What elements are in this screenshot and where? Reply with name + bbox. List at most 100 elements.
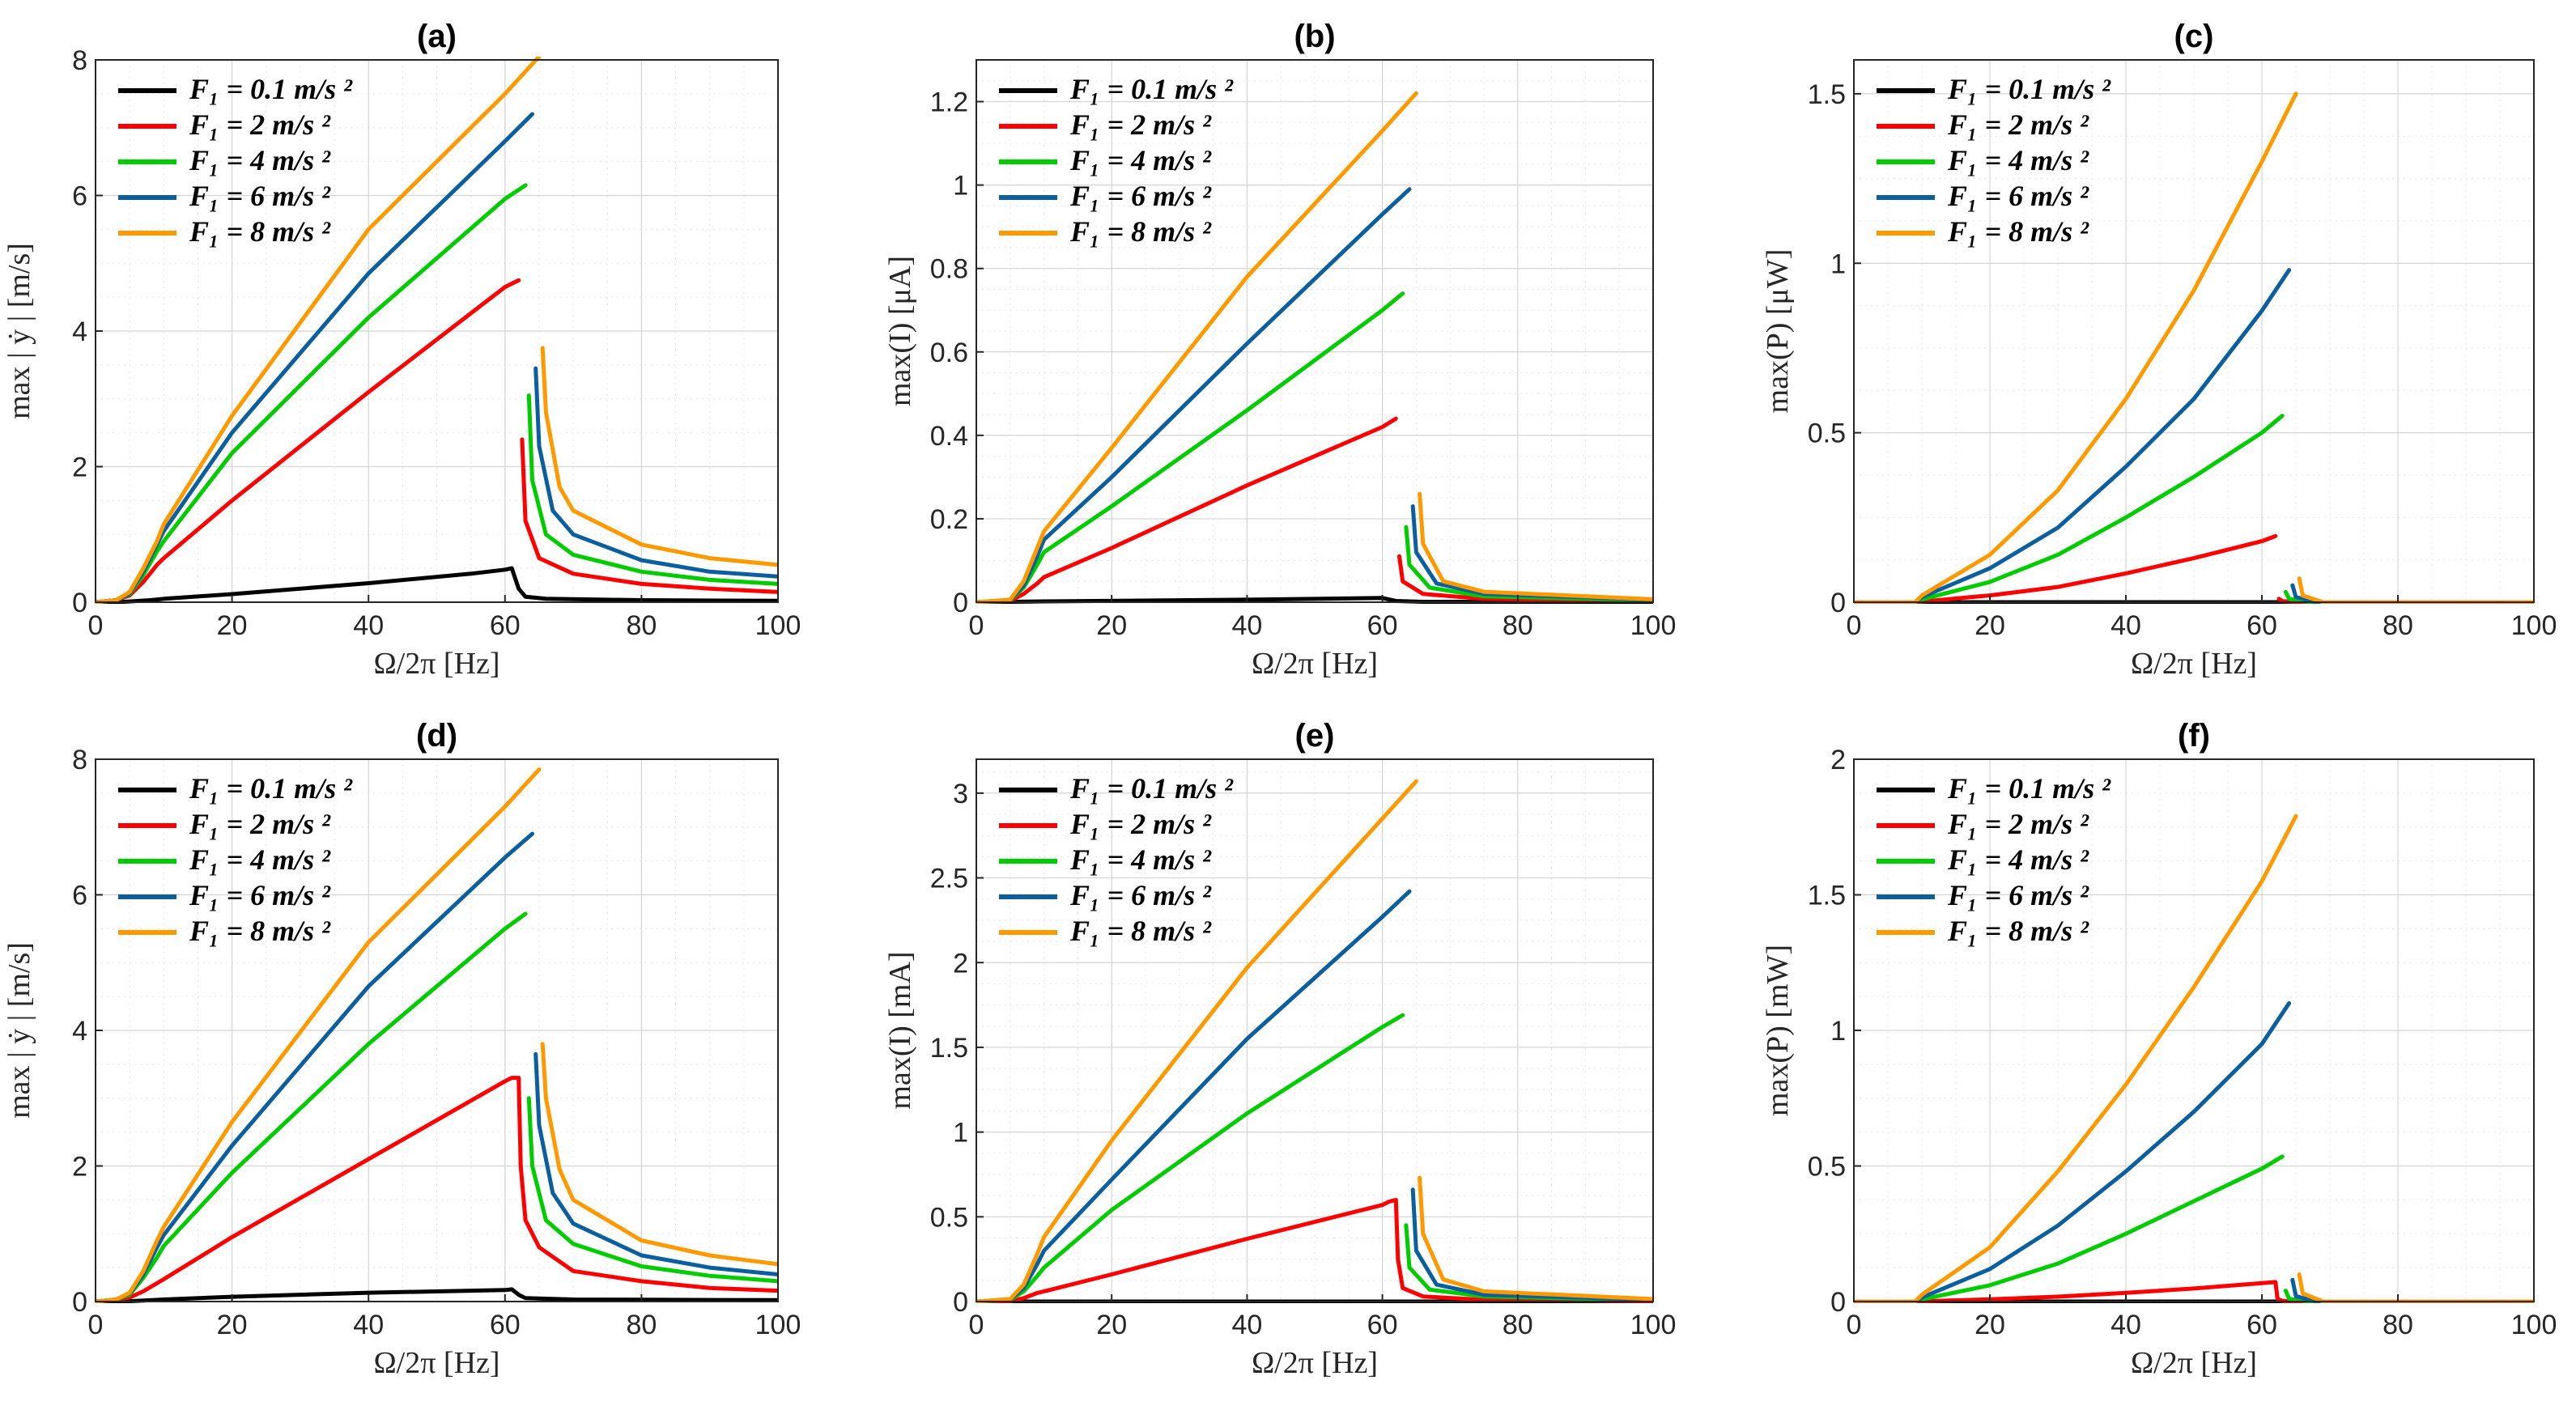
plot-area-c (1854, 60, 2534, 602)
chart-panel-b: 0 20 40 60 80 100 0 0.2 0.4 0.6 0.8 1 1.2 (b) Ω/2π [Hz… (883, 19, 1676, 681)
x-tick-label: 60 (1367, 610, 1398, 641)
legend-f: F₁ = 0.1 m/s ²F₁ = 2 m/s ²F₁ = 4 m/s ²F₁… (1877, 772, 2111, 947)
y-tick-label: 1 (1830, 248, 1846, 279)
series-line-b-4-1 (1418, 491, 1653, 601)
y-tick-label: 4 (72, 1016, 87, 1047)
x-tick-label: 100 (1630, 1310, 1677, 1340)
legend-entry: F₁ = 2 m/s ² (189, 808, 331, 840)
series-line-e-4-1 (1418, 1175, 1653, 1302)
y-tick-label: 8 (72, 745, 87, 775)
legend-entry: F₁ = 4 m/s ² (1947, 144, 2089, 176)
series-line-d-1-0 (96, 1076, 778, 1303)
x-axis-label-c: Ω/2π [Hz] (2131, 647, 2257, 681)
x-tick-label: 80 (626, 610, 657, 641)
y-tick-label: 1 (953, 1118, 968, 1149)
x-tick-label: 20 (217, 610, 248, 641)
legend-a: F₁ = 0.1 m/s ²F₁ = 2 m/s ²F₁ = 4 m/s ² F₁… (118, 73, 353, 248)
series-line-a-4-0 (96, 57, 542, 604)
x-axis-label-b: Ω/2π [Hz] (1252, 647, 1378, 681)
series-line-e-3-1 (1410, 1187, 1653, 1302)
series-line-d-3-1 (533, 1051, 778, 1276)
x-tick-label: 0 (1847, 1310, 1862, 1340)
x-tick-label: 80 (2383, 1310, 2413, 1340)
y-tick-label: 1.2 (930, 87, 968, 118)
y-tick-label: 2 (1830, 745, 1846, 775)
y-tick-label: 0.5 (930, 1202, 968, 1233)
series-line-c-4-0 (1854, 91, 2298, 604)
legend-e: F₁ = 0.1 m/s ²F₁ = 2 m/s ²F₁ = 4 m/s ²F₁… (999, 772, 1234, 947)
y-axis-label-b: max(I) [μA] (883, 256, 917, 406)
legend-entry: F₁ = 2 m/s ² (1069, 108, 1212, 141)
y-axis-label-d: max | ẏ | [m/s] (2, 942, 36, 1119)
x-tick-label: 80 (626, 1310, 657, 1340)
series-line-e-1-0 (976, 1197, 1653, 1303)
x-axis-label-d: Ω/2π [Hz] (373, 1346, 499, 1380)
x-tick-label: 0 (1847, 610, 1862, 641)
series-group-a (96, 57, 778, 604)
x-tick-label: 60 (2247, 1310, 2277, 1340)
legend-entry: F₁ = 4 m/s ² (1069, 144, 1212, 176)
y-tick-label: 1 (953, 171, 968, 202)
series-line-d-4-0 (96, 767, 542, 1303)
legend-entry: F₁ = 0.1 m/s ² (1947, 73, 2111, 105)
chart-panel-f: 0 20 40 60 80 100 0 0.5 1 1.5 2 (f) Ω/2π [Hz] max(P) … (1761, 718, 2557, 1380)
x-tick-label: 40 (353, 610, 384, 641)
y-axis-label-f: max(P) [mW] (1761, 945, 1795, 1116)
x-axis-label-f: Ω/2π [Hz] (2131, 1346, 2257, 1380)
series-line-f-4-0 (1854, 813, 2298, 1303)
axes-frame-b (976, 59, 1654, 603)
x-axis-label-a: Ω/2π [Hz] (373, 647, 499, 681)
x-tick-label: 80 (2383, 610, 2413, 641)
panel-title-f: (f) (2178, 718, 2210, 754)
y-tick-label: 3 (953, 779, 968, 809)
legend-entry: F₁ = 4 m/s ² (189, 843, 331, 876)
y-tick-label: 0 (1830, 588, 1846, 618)
legend-entry: F₁ = 8 m/s ² (1069, 915, 1212, 947)
plot-area-b (976, 60, 1653, 602)
series-line-b-4-0 (976, 91, 1418, 604)
legend-entry: F₁ = 4 m/s ² (189, 144, 331, 176)
legend-c: F₁ = 0.1 m/s ²F₁ = 2 m/s ²F₁ = 4 m/s ² F₁… (1877, 73, 2111, 248)
y-tick-label: 0.5 (1808, 1152, 1846, 1183)
panel-title-b: (b) (1294, 19, 1335, 54)
legend-entry: F₁ = 4 m/s ² (1947, 843, 2089, 876)
y-tick-label: 0 (953, 1287, 968, 1318)
y-axis-label-e: max(I) [mA] (883, 951, 917, 1109)
series-line-a-4-1 (540, 346, 778, 567)
y-tick-label: 0 (72, 1287, 87, 1318)
legend-entry: F₁ = 6 m/s ² (189, 879, 331, 911)
x-tick-label: 20 (1096, 610, 1127, 641)
x-tick-label: 60 (2247, 610, 2277, 641)
y-tick-label: 8 (72, 45, 87, 76)
y-tick-label: 0 (953, 588, 968, 618)
y-tick-label: 2 (72, 1152, 87, 1183)
series-line-a-1-1 (520, 437, 778, 594)
panel-title-c: (c) (2174, 19, 2214, 54)
legend-entry: F₁ = 2 m/s ² (1947, 808, 2089, 840)
series-line-a-2-1 (526, 393, 778, 586)
series-line-a-3-1 (533, 366, 778, 579)
y-tick-label: 2 (953, 948, 968, 979)
y-tick-label: 0 (72, 588, 87, 618)
legend-entry: F₁ = 6 m/s ² (1947, 879, 2089, 911)
legend-entry: F₁ = 6 m/s ² (189, 180, 331, 212)
y-tick-label: 1.5 (930, 1033, 968, 1064)
legend-entry: F₁ = 0.1 m/s ² (1069, 73, 1234, 105)
x-tick-label: 0 (969, 610, 984, 641)
panel-title-e: (e) (1295, 718, 1335, 754)
y-tick-label: 0.5 (1808, 418, 1846, 449)
series-line-d-0-0 (96, 1287, 778, 1303)
legend-entry: F₁ = 6 m/s ² (1069, 879, 1212, 911)
legend-b: F₁ = 0.1 m/s ²F₁ = 2 m/s ²F₁ = 4 m/s ² F₁… (999, 73, 1234, 248)
y-axis-label-a: max | ẏ | [m/s] (2, 243, 36, 419)
x-tick-label: 80 (1503, 610, 1533, 641)
x-tick-label: 0 (88, 1310, 104, 1340)
x-tick-label: 60 (490, 610, 521, 641)
axes-frame-c (1853, 59, 2535, 603)
legend-entry: F₁ = 2 m/s ² (1069, 808, 1212, 840)
y-tick-label: 2 (72, 452, 87, 483)
x-tick-label: 60 (490, 1310, 521, 1340)
legend-d: F₁ = 0.1 m/s ²F₁ = 2 m/s ²F₁ = 4 m/s ²F₁… (118, 772, 353, 947)
legend-entry: F₁ = 0.1 m/s ² (1947, 772, 2111, 805)
legend-entry: F₁ = 8 m/s ² (1947, 215, 2089, 248)
